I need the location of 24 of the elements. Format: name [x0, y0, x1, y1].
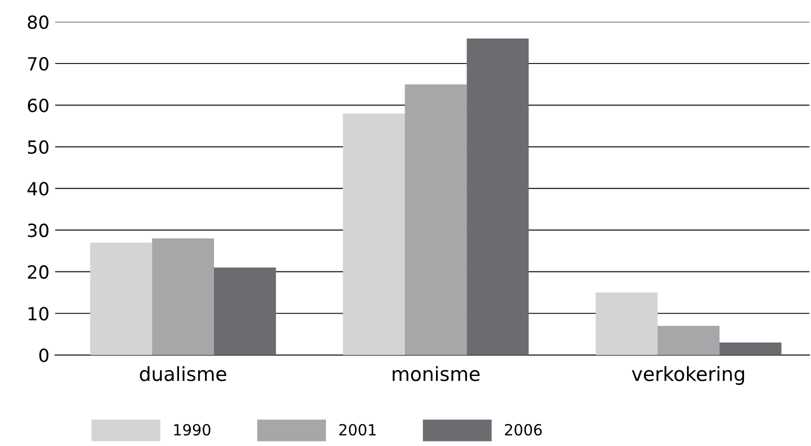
y-tick-label: 20 [28, 265, 48, 279]
x-tick-label: dualisme [140, 366, 226, 382]
y-tick-label: 60 [28, 98, 48, 112]
y-tick-label: 30 [28, 224, 48, 238]
y-tick-label: 0 [39, 348, 48, 362]
bar [596, 292, 658, 356]
bar [404, 84, 467, 356]
y-tick-label: 40 [28, 182, 48, 196]
legend-label: 2001 [339, 424, 376, 436]
bar [214, 268, 276, 356]
x-tick-label: monisme [392, 366, 480, 382]
y-tick-label: 10 [28, 306, 48, 320]
bar [342, 113, 405, 356]
legend-label: 1990 [174, 424, 210, 436]
bar [152, 238, 214, 356]
bar [658, 326, 720, 356]
y-tick-label: 50 [28, 140, 48, 154]
legend-label: 2006 [504, 424, 542, 436]
bar [720, 342, 782, 356]
y-tick-label: 80 [28, 15, 48, 29]
bar [90, 242, 152, 356]
y-tick-label: 70 [28, 56, 48, 71]
x-tick-label: verkokering [632, 366, 744, 385]
bar [466, 38, 529, 356]
